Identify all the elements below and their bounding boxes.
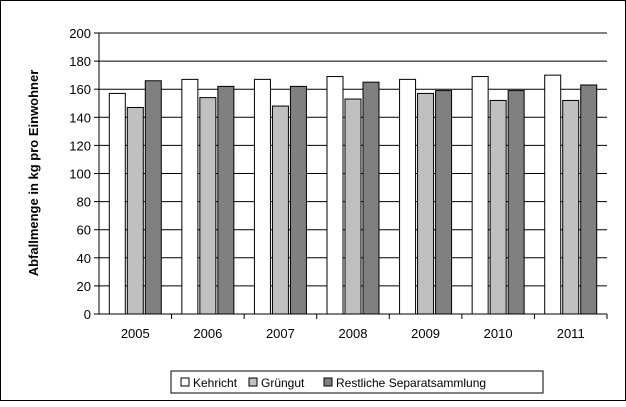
x-tick-label: 2005 <box>121 326 150 341</box>
y-tick-label: 120 <box>69 138 91 153</box>
y-tick-label: 20 <box>77 279 91 294</box>
x-tick-label: 2006 <box>193 326 222 341</box>
bar <box>144 80 162 315</box>
x-tick-labels: 2005 2006 2007 2008 2009 2010 2011 <box>121 326 585 341</box>
bar <box>417 92 435 315</box>
bar <box>471 76 489 315</box>
x-tick-label: 2010 <box>484 326 513 341</box>
legend-label: Kehricht <box>193 376 238 390</box>
x-tick-label: 2008 <box>339 326 368 341</box>
y-tick-label: 60 <box>77 223 91 238</box>
x-tick-label: 2007 <box>266 326 295 341</box>
bar <box>181 78 199 315</box>
bar <box>199 97 217 315</box>
legend-swatch <box>248 377 258 387</box>
bar <box>562 99 580 315</box>
legend: Kehricht Grüngut Restliche Separatsammlung <box>170 370 544 394</box>
y-tick-label: 100 <box>69 167 91 182</box>
bar <box>489 99 507 315</box>
y-tick-label: 180 <box>69 54 91 69</box>
bar <box>507 90 525 315</box>
legend-label: Grüngut <box>261 376 305 390</box>
bar <box>289 85 307 315</box>
bar <box>399 78 417 315</box>
y-tick-label: 80 <box>77 195 91 210</box>
bar <box>435 90 453 315</box>
bar <box>580 84 598 315</box>
y-tick-labels: 0 20 40 60 80 100 120 140 160 180 200 <box>69 26 91 322</box>
bar <box>271 105 289 315</box>
bar <box>108 92 126 315</box>
axes <box>98 33 607 315</box>
bar <box>362 81 380 315</box>
bar <box>253 78 271 315</box>
x-tick-label: 2009 <box>411 326 440 341</box>
legend-swatch <box>323 377 333 387</box>
bar <box>344 98 362 315</box>
bar <box>326 76 344 315</box>
legend-label: Restliche Separatsammlung <box>336 376 486 390</box>
y-tick-label: 200 <box>69 26 91 41</box>
y-tick-label: 40 <box>77 251 91 266</box>
bars <box>108 74 598 315</box>
y-tick-label: 160 <box>69 82 91 97</box>
legend-swatch <box>180 377 190 387</box>
bar <box>126 106 144 315</box>
y-tick-label: 0 <box>84 307 91 322</box>
bar <box>217 85 235 315</box>
y-axis-label: Abfallmenge in kg pro Einwohner <box>26 70 41 277</box>
bar <box>544 74 562 315</box>
y-tick-label: 140 <box>69 110 91 125</box>
legend-box <box>170 370 544 394</box>
x-tick-label: 2011 <box>557 326 585 341</box>
